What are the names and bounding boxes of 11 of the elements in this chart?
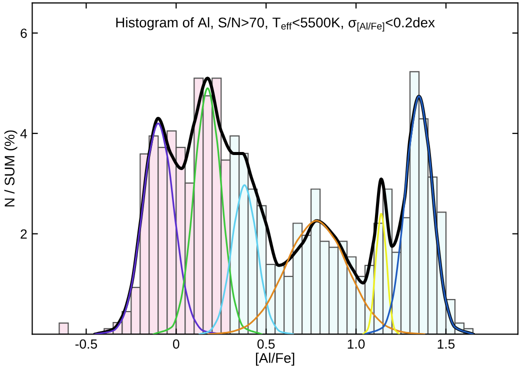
x-tick-label: 0 <box>172 339 180 349</box>
x-tick-label: -0.5 <box>75 339 98 349</box>
x-axis-title: [Al/Fe] <box>256 352 294 366</box>
x-tick-label: 1.0 <box>348 339 365 349</box>
y-axis-title: N / SUM (%) <box>4 130 18 206</box>
y-tick-label: 6 <box>20 28 27 38</box>
text: Histogram of Al, S/N>70, T$_{eff}$<5500K, σ$_{[Al/Fe]}$<0.2dex <box>116 17 435 32</box>
x-tick-label: 1.5 <box>438 340 455 349</box>
x-tick-label: 0.5 <box>257 339 275 349</box>
y-tick-label: 4 <box>20 129 27 138</box>
y-tick-label: 2 <box>20 229 27 239</box>
